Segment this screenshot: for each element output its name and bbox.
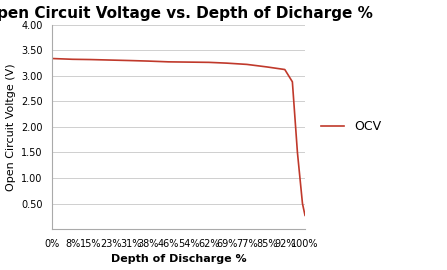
OCV xyxy=(50,57,55,60)
Title: Open Circuit Voltage vs. Depth of Dicharge %: Open Circuit Voltage vs. Depth of Dichar… xyxy=(0,6,373,21)
OCV xyxy=(88,58,93,61)
OCV xyxy=(295,151,300,154)
X-axis label: Depth of Discharge %: Depth of Discharge % xyxy=(111,254,247,264)
OCV xyxy=(70,58,76,61)
OCV xyxy=(128,59,133,62)
OCV xyxy=(186,60,191,64)
OCV xyxy=(302,214,308,217)
OCV xyxy=(300,202,305,205)
OCV xyxy=(146,59,151,63)
Legend: OCV: OCV xyxy=(316,115,386,138)
Line: OCV: OCV xyxy=(52,59,305,215)
Y-axis label: Open Circuit Voltge (V): Open Circuit Voltge (V) xyxy=(5,63,16,191)
OCV xyxy=(265,65,270,69)
OCV xyxy=(290,80,295,83)
OCV xyxy=(166,60,171,63)
OCV xyxy=(108,58,113,62)
OCV xyxy=(224,62,229,65)
OCV xyxy=(207,61,212,64)
OCV xyxy=(244,63,249,66)
OCV xyxy=(282,68,287,71)
